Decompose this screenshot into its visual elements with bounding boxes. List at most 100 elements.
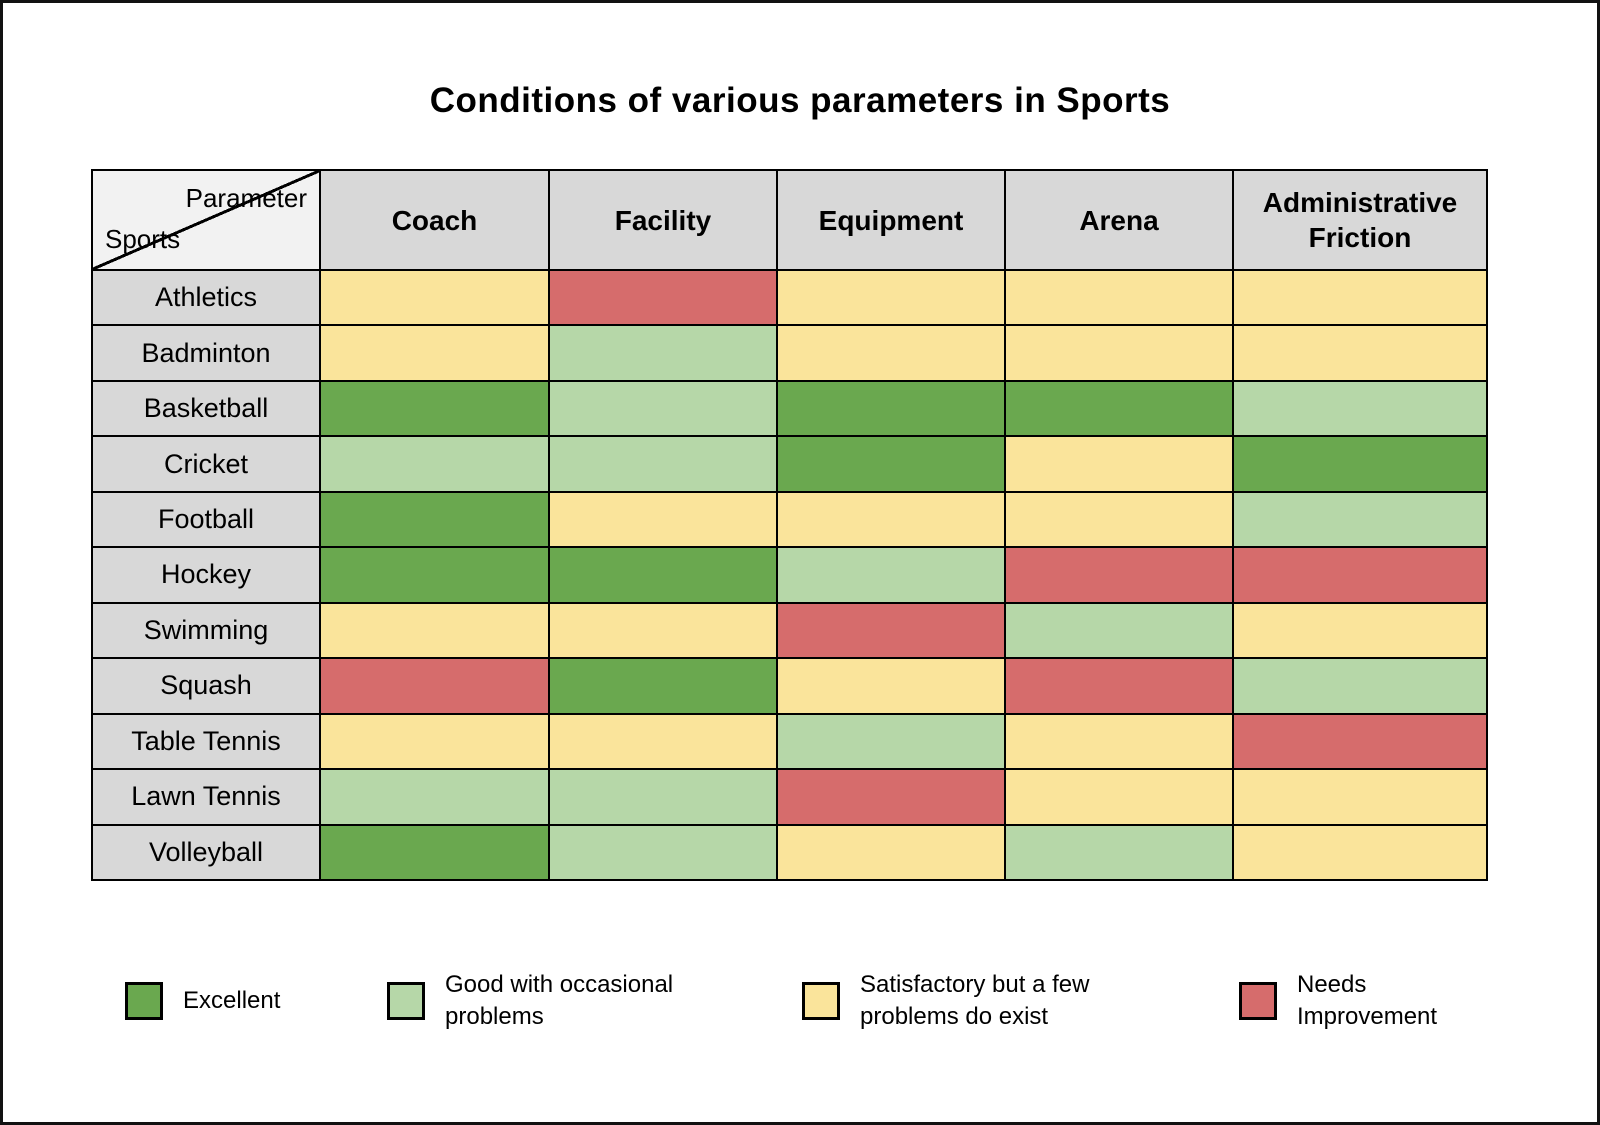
table-row-table-tennis: Table Tennis: [91, 712, 1488, 771]
rating-cell-squash-arena: [1004, 657, 1234, 715]
rating-cell-squash-administrative-friction: [1232, 657, 1488, 715]
rating-cell-badminton-administrative-friction: [1232, 324, 1488, 382]
sport-label-table-tennis: Table Tennis: [91, 712, 321, 771]
column-header-coach: Coach: [319, 169, 550, 271]
sport-label-lawn-tennis: Lawn Tennis: [91, 768, 321, 826]
rating-cell-swimming-administrative-friction: [1232, 601, 1488, 660]
rating-cell-cricket-coach: [319, 435, 550, 493]
rating-cell-volleyball-facility: [548, 823, 778, 882]
legend-swatch-icon: [125, 982, 163, 1021]
table-row-athletics: Athletics: [91, 268, 1488, 327]
rating-cell-squash-equipment: [776, 657, 1006, 715]
sport-label-hockey: Hockey: [91, 546, 321, 604]
rating-cell-badminton-arena: [1004, 324, 1234, 382]
rating-cell-cricket-administrative-friction: [1232, 435, 1488, 493]
header-row: Parameter Sports Coach Facility Equipment A…: [91, 169, 1488, 271]
chart-title: Conditions of various parameters in Spor…: [429, 81, 1171, 120]
rating-cell-table-tennis-arena: [1004, 712, 1234, 771]
table-row-volleyball: Volleyball: [91, 823, 1488, 882]
rating-cell-hockey-equipment: [776, 546, 1006, 604]
rating-cell-table-tennis-equipment: [776, 712, 1006, 771]
column-header-facility: Facility: [548, 169, 778, 271]
sport-label-football: Football: [91, 490, 321, 549]
legend-label: Needs Improvement: [1297, 971, 1438, 1031]
rating-cell-athletics-arena: [1004, 268, 1234, 327]
rating-cell-volleyball-equipment: [776, 823, 1006, 882]
rating-cell-hockey-facility: [548, 546, 778, 604]
table-body: Athletics Badminton Basketball Cricket Footb…: [91, 268, 1488, 882]
sport-label-swimming: Swimming: [91, 601, 321, 660]
rating-cell-swimming-coach: [319, 601, 550, 660]
corner-cell: Parameter Sports: [91, 169, 321, 271]
sport-label-cricket: Cricket: [91, 435, 321, 493]
rating-cell-table-tennis-facility: [548, 712, 778, 771]
table-row-cricket: Cricket: [91, 435, 1488, 493]
rating-cell-swimming-facility: [548, 601, 778, 660]
rating-cell-lawn-tennis-equipment: [776, 768, 1006, 826]
legend-swatch-icon: [802, 982, 840, 1021]
heatmap-table-wrapper: Parameter Sports Coach Facility Equipment A…: [91, 169, 1597, 882]
rating-cell-lawn-tennis-facility: [548, 768, 778, 826]
sport-label-basketball: Basketball: [91, 379, 321, 438]
rating-cell-volleyball-arena: [1004, 823, 1234, 882]
rating-cell-lawn-tennis-administrative-friction: [1232, 768, 1488, 826]
rating-cell-athletics-administrative-friction: [1232, 268, 1488, 327]
heatmap-table: Parameter Sports Coach Facility Equipment A…: [91, 169, 1488, 882]
rating-cell-swimming-equipment: [776, 601, 1006, 660]
rating-cell-cricket-arena: [1004, 435, 1234, 493]
rating-cell-volleyball-administrative-friction: [1232, 823, 1488, 882]
table-row-football: Football: [91, 490, 1488, 549]
sport-label-athletics: Athletics: [91, 268, 321, 327]
column-header-arena: Arena: [1004, 169, 1234, 271]
rating-cell-hockey-coach: [319, 546, 550, 604]
legend-label: Good with occasional problems: [445, 971, 674, 1031]
legend-swatch-icon: [387, 982, 425, 1021]
table-row-basketball: Basketball: [91, 379, 1488, 438]
rating-cell-lawn-tennis-coach: [319, 768, 550, 826]
legend-item-satisfactory: Satisfactory but a few problems do exist: [802, 969, 1239, 1034]
rating-cell-basketball-equipment: [776, 379, 1006, 438]
legend-item-needs_improvement: Needs Improvement: [1239, 969, 1437, 1034]
rating-cell-basketball-coach: [319, 379, 550, 438]
rating-cell-football-administrative-friction: [1232, 490, 1488, 549]
table-row-squash: Squash: [91, 657, 1488, 715]
rating-cell-swimming-arena: [1004, 601, 1234, 660]
table-row-swimming: Swimming: [91, 601, 1488, 660]
table-row-hockey: Hockey: [91, 546, 1488, 604]
rating-cell-football-facility: [548, 490, 778, 549]
table-row-lawn-tennis: Lawn Tennis: [91, 768, 1488, 826]
rating-cell-table-tennis-administrative-friction: [1232, 712, 1488, 771]
rating-cell-athletics-coach: [319, 268, 550, 327]
rating-cell-squash-facility: [548, 657, 778, 715]
rating-cell-cricket-equipment: [776, 435, 1006, 493]
rating-cell-basketball-administrative-friction: [1232, 379, 1488, 438]
corner-parameter-label: Parameter: [185, 183, 307, 213]
corner-sports-label: Sports: [105, 224, 181, 254]
legend-item-good: Good with occasional problems: [387, 969, 802, 1034]
rating-cell-basketball-arena: [1004, 379, 1234, 438]
table-row-badminton: Badminton: [91, 324, 1488, 382]
sport-label-volleyball: Volleyball: [91, 823, 321, 882]
rating-cell-lawn-tennis-arena: [1004, 768, 1234, 826]
column-header-administrative-friction: Administrative Friction: [1232, 169, 1488, 271]
legend-label: Excellent: [183, 987, 281, 1015]
legend: Excellent Good with occasional problems Sa…: [125, 969, 1597, 1034]
rating-cell-hockey-administrative-friction: [1232, 546, 1488, 604]
sport-label-squash: Squash: [91, 657, 321, 715]
rating-cell-badminton-facility: [548, 324, 778, 382]
rating-cell-football-equipment: [776, 490, 1006, 549]
rating-cell-table-tennis-coach: [319, 712, 550, 771]
legend-item-excellent: Excellent: [125, 982, 387, 1021]
sport-label-badminton: Badminton: [91, 324, 321, 382]
rating-cell-squash-coach: [319, 657, 550, 715]
legend-label: Satisfactory but a few problems do exist: [860, 971, 1090, 1031]
rating-cell-volleyball-coach: [319, 823, 550, 882]
rating-cell-badminton-coach: [319, 324, 550, 382]
rating-cell-badminton-equipment: [776, 324, 1006, 382]
rating-cell-cricket-facility: [548, 435, 778, 493]
legend-swatch-icon: [1239, 982, 1277, 1021]
rating-cell-athletics-facility: [548, 268, 778, 327]
rating-cell-athletics-equipment: [776, 268, 1006, 327]
rating-cell-football-arena: [1004, 490, 1234, 549]
